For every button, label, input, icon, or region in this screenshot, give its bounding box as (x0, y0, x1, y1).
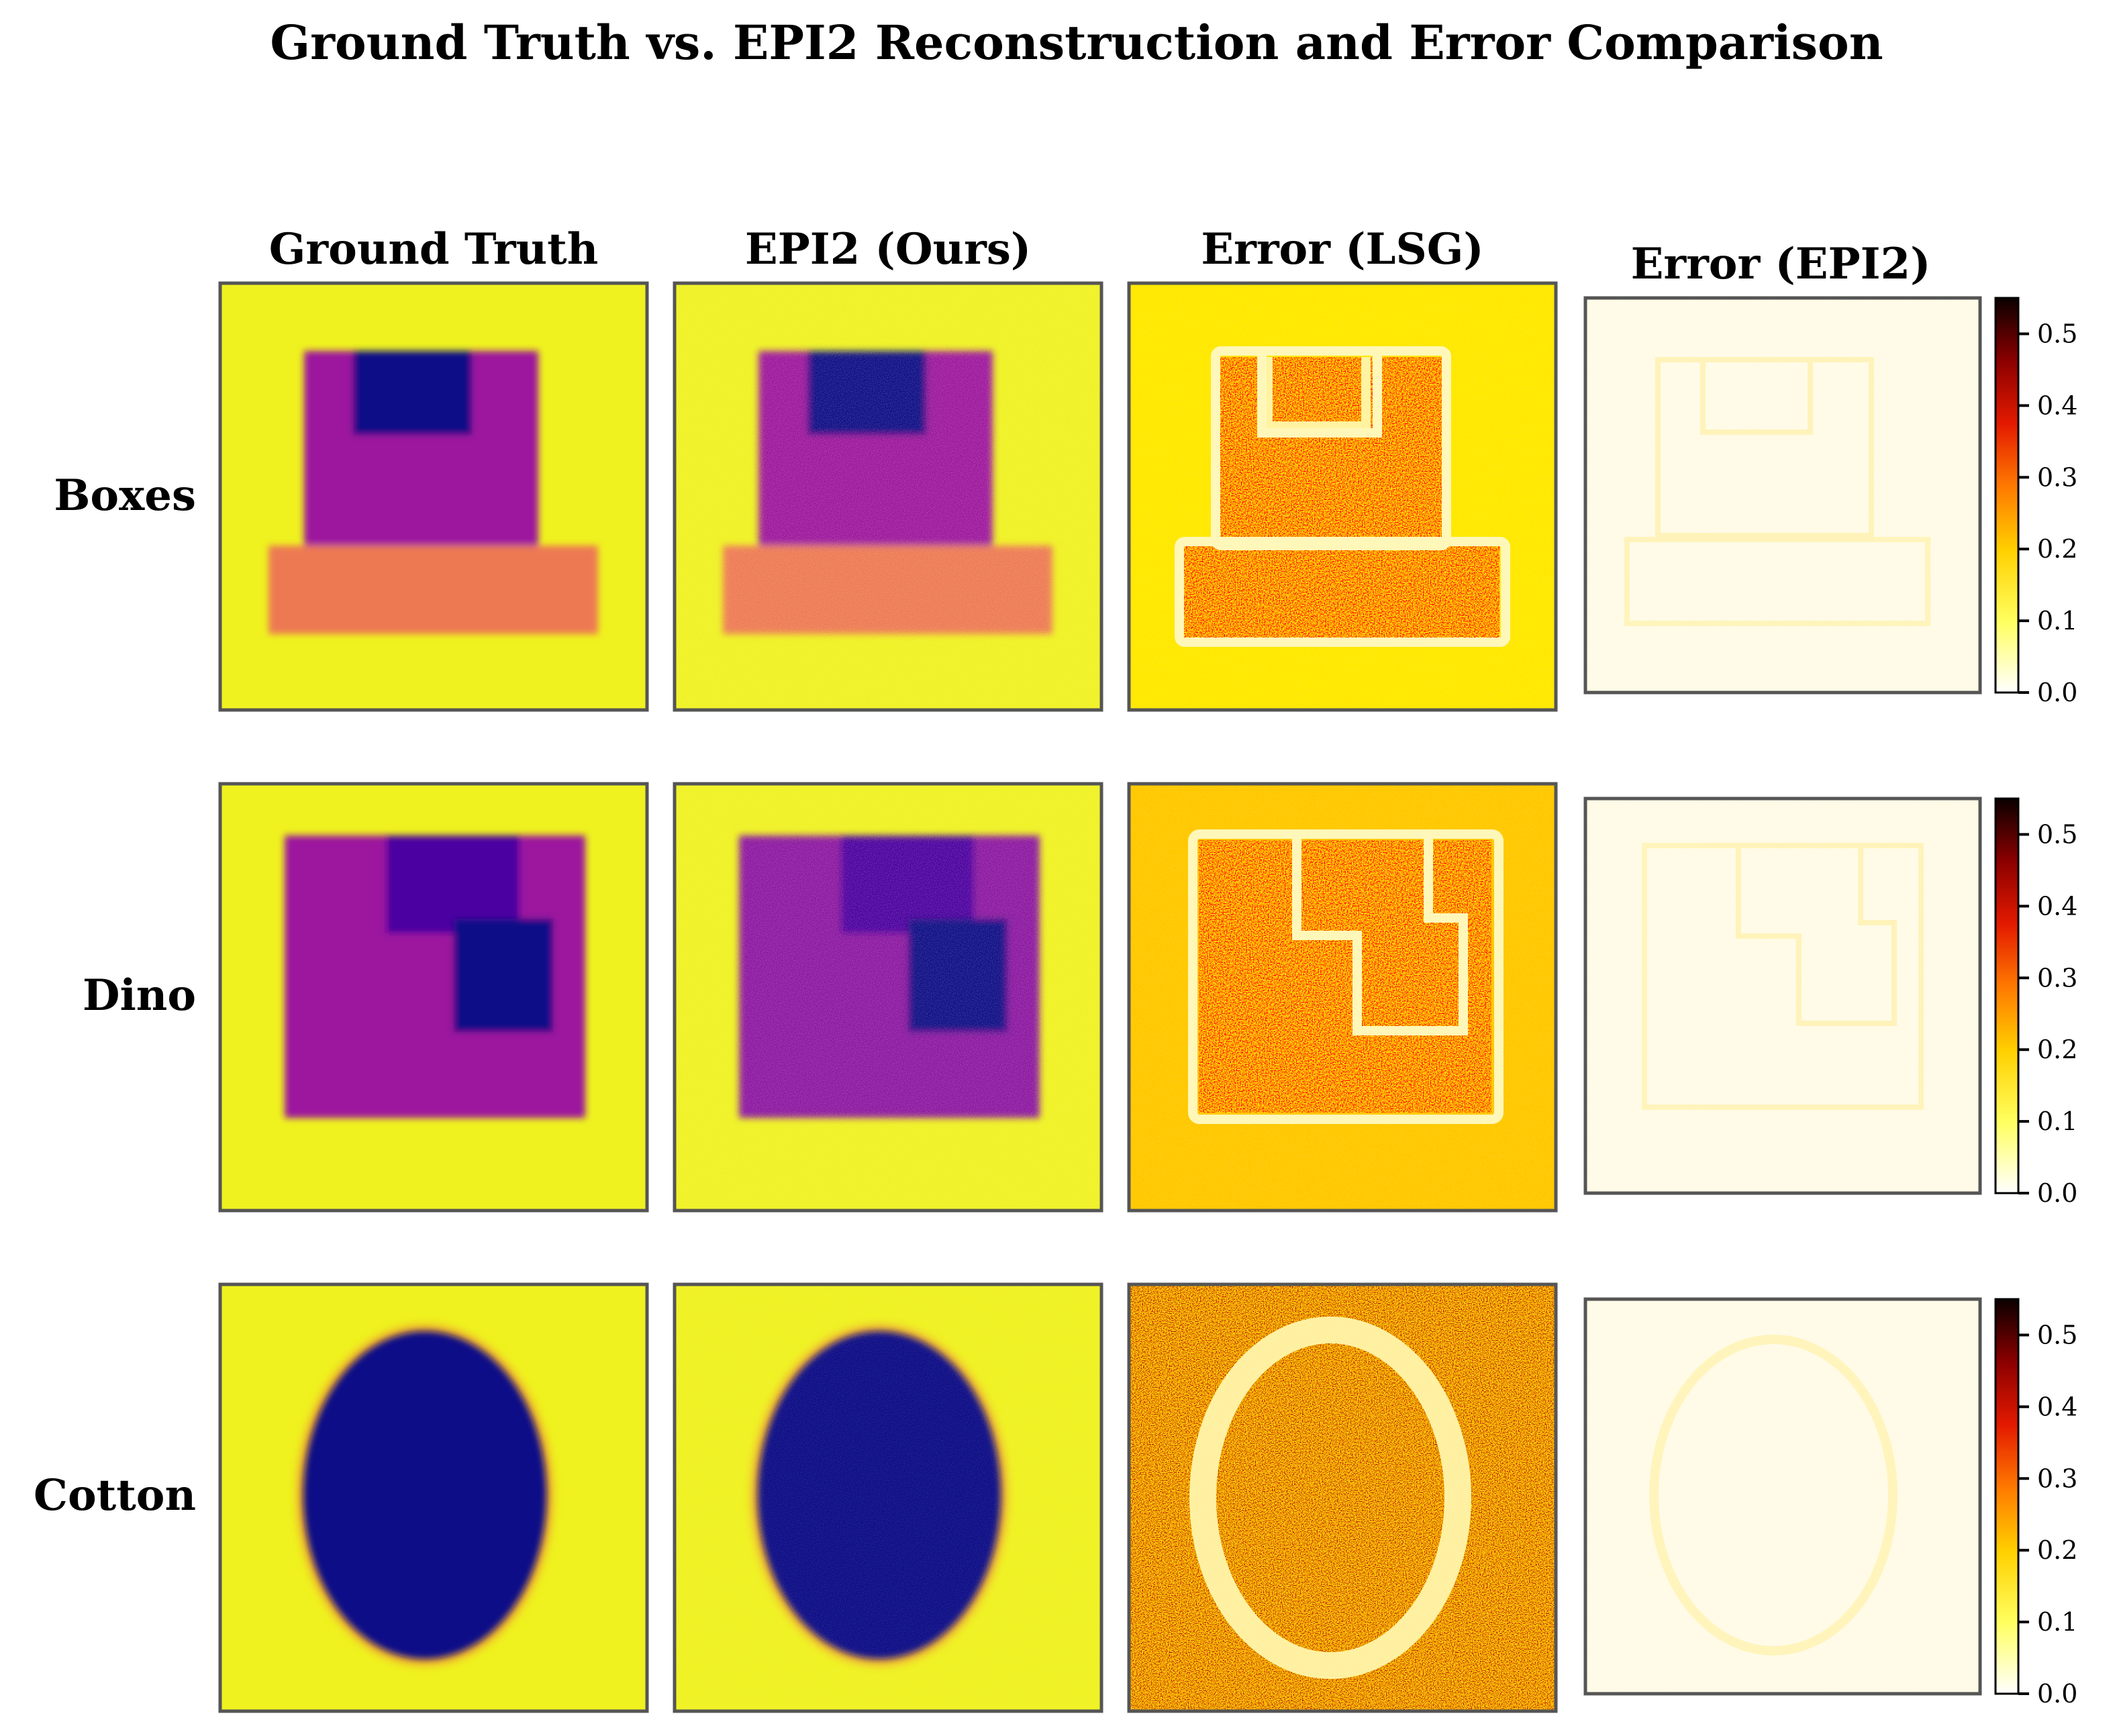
panel-dino-ground-truth (218, 782, 649, 1213)
colorbars: 0.00.10.20.30.40.50.00.10.20.30.40.50.00… (1994, 297, 2077, 1708)
column-title-error-lsg: Error (LSG) (1201, 224, 1483, 274)
colorbar-tick-label: 0.4 (2037, 391, 2077, 420)
panel-boxes-epi2 (673, 281, 1103, 712)
panel-boxes-error-epi2 (1583, 296, 1982, 695)
colorbar-tick-label: 0.1 (2037, 1107, 2077, 1136)
colorbar-boxes: 0.0 0.1 0.2 0.3 0.4 0.5 (1994, 297, 2077, 707)
colorbar-tick-label: 0.5 (2037, 1320, 2077, 1349)
colorbar-cotton: 0.0 0.1 0.2 0.3 0.4 0.5 (1994, 1298, 2077, 1708)
colorbar-tick-label: 0.1 (2037, 606, 2077, 635)
colorbar-tick-label: 0.0 (2037, 1178, 2077, 1208)
panel-boxes-error-lsg (1127, 281, 1558, 712)
figure-title: Ground Truth vs. EPI2 Reconstruction and… (270, 15, 1883, 70)
colorbar-tick-label: 0.2 (2037, 534, 2077, 564)
colorbar-tick-label: 0.0 (2037, 678, 2077, 707)
colorbar-tick-label: 0.3 (2037, 462, 2077, 492)
column-title-error-epi2: Error (EPI2) (1631, 239, 1931, 289)
colorbar-tick-label: 0.1 (2037, 1607, 2077, 1637)
row-label-dino: Dino (83, 970, 196, 1021)
panel-dino-epi2 (673, 782, 1103, 1213)
column-title-ground-truth: Ground Truth (269, 224, 598, 274)
colorbar-gradient (1994, 297, 2020, 694)
panel-cotton-ground-truth (218, 1282, 649, 1713)
panel-boxes-ground-truth (218, 281, 649, 712)
colorbar-gradient (1994, 1298, 2020, 1695)
colorbar-tick-label: 0.4 (2037, 891, 2077, 921)
row-label-boxes: Boxes (54, 470, 196, 521)
colorbar-dino: 0.0 0.1 0.2 0.3 0.4 0.5 (1994, 797, 2077, 1208)
colorbar-gradient (1994, 797, 2020, 1194)
colorbar-tick-label: 0.3 (2037, 1464, 2077, 1493)
colorbar-tick-label: 0.0 (2037, 1679, 2077, 1708)
panel-dino-error-lsg (1127, 782, 1558, 1213)
colorbar-tick-label: 0.2 (2037, 1035, 2077, 1064)
row-label-cotton: Cotton (34, 1470, 196, 1521)
panel-dino-error-epi2 (1583, 797, 1982, 1195)
panel-cotton-error-lsg (1127, 1282, 1558, 1713)
colorbar-tick-label: 0.5 (2037, 319, 2077, 348)
panel-cotton-epi2 (673, 1282, 1103, 1713)
panel-cotton-error-epi2 (1583, 1297, 1982, 1696)
colorbar-tick-label: 0.3 (2037, 963, 2077, 992)
colorbar-tick-label: 0.4 (2037, 1392, 2077, 1421)
column-title-epi2: EPI2 (Ours) (745, 224, 1031, 274)
colorbar-tick-label: 0.5 (2037, 819, 2077, 849)
colorbar-tick-label: 0.2 (2037, 1535, 2077, 1565)
